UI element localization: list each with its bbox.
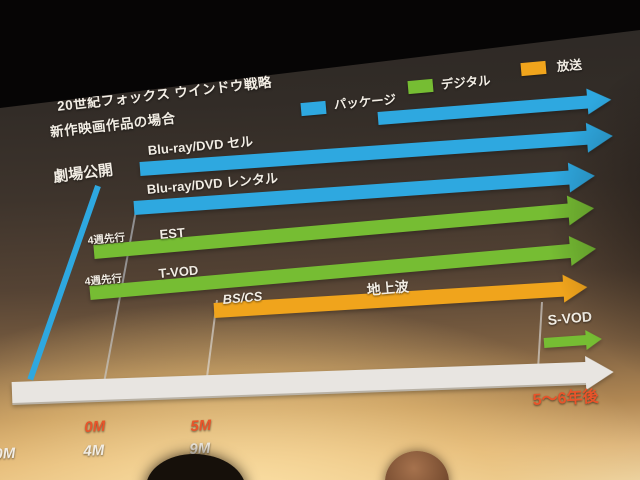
legend-swatch-package (300, 100, 327, 117)
tick-0m-white: 0M (0, 444, 16, 463)
tick-0m-orange: 0M (84, 417, 106, 436)
audience-bald-head (385, 451, 449, 480)
row-label-terrestrial: 地上波 (366, 278, 410, 298)
row-label-theatrical: 劇場公開 (52, 161, 115, 186)
audience-head-silhouette (146, 454, 246, 480)
legend-swatch-digital (407, 78, 434, 95)
timeline-axis-arrow (11, 355, 615, 410)
row-label-est: EST (159, 224, 186, 242)
tick-4m-white: 4M (83, 441, 105, 460)
legend-label-digital: デジタル (440, 73, 492, 92)
screen-right-shadow (540, 40, 640, 400)
tick-5m-orange: 5M (190, 416, 212, 435)
